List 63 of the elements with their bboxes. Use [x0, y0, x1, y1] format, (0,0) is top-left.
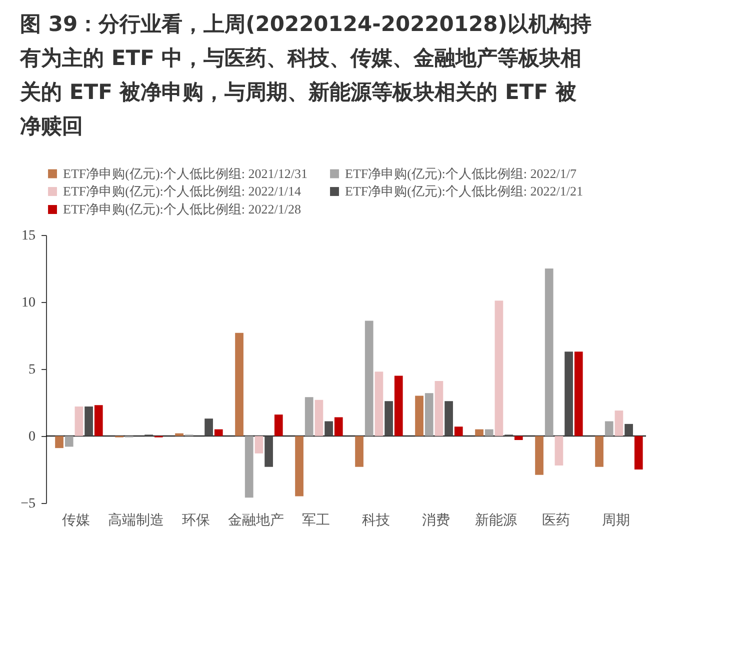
bar — [614, 410, 624, 436]
bar — [324, 421, 333, 436]
bar — [374, 372, 384, 436]
legend-label: ETF净申购(亿元):个人低比例组: 2022/1/28 — [63, 202, 301, 216]
bar — [424, 393, 434, 436]
bar — [204, 418, 213, 436]
bar — [634, 436, 643, 470]
y-tick-label: 0 — [28, 430, 36, 444]
bar — [384, 401, 393, 436]
legend-label: ETF净申购(亿元):个人低比例组: 2021/12/31 — [63, 166, 308, 181]
y-tick-label: 15 — [22, 228, 36, 244]
bar — [254, 436, 264, 454]
legend-label: ETF净申购(亿元):个人低比例组: 2022/1/21 — [345, 184, 583, 198]
bar — [494, 300, 504, 436]
bar — [434, 381, 444, 436]
bar — [304, 397, 314, 436]
bar — [175, 433, 184, 436]
bar — [264, 436, 273, 467]
x-tick-label: 高端制造 — [108, 512, 164, 528]
x-tick-label: 医药 — [542, 512, 570, 528]
bar — [624, 424, 633, 436]
y-tick-label: 10 — [22, 296, 36, 310]
bar — [574, 352, 583, 436]
bar — [394, 376, 403, 436]
bar — [604, 421, 614, 436]
bar — [244, 436, 254, 498]
bar — [514, 436, 523, 440]
bar — [484, 429, 494, 436]
x-tick-label: 军工 — [302, 512, 330, 528]
x-tick-label: 金融地产 — [228, 512, 284, 528]
x-tick-label: 消费 — [422, 512, 450, 528]
bar — [55, 436, 64, 448]
y-tick-label: −5 — [20, 496, 36, 512]
bar — [415, 396, 424, 436]
chart-title: 图 39：分行业看，上周(20220124-20220128)以机构持有为主的 ETF 中，与医药、科技、传媒、金融地产等板块相关的 ETF 被净申购，与周期、新能源等板块相关的 ETF 被净赎回 — [19, 12, 592, 138]
x-tick-label: 新能源 — [475, 512, 517, 528]
x-tick-label: 传媒 — [62, 512, 90, 528]
bar — [274, 414, 283, 436]
bar — [84, 406, 93, 436]
bar — [74, 406, 84, 436]
x-tick-label: 环保 — [182, 512, 210, 528]
bar — [235, 332, 244, 436]
bar — [214, 429, 223, 436]
y-tick-label: 5 — [28, 362, 36, 378]
legend-label: ETF净申购(亿元):个人低比例组: 2022/1/14 — [63, 184, 302, 198]
bar — [554, 436, 564, 466]
bar — [94, 405, 103, 436]
bar — [595, 436, 604, 467]
bar — [454, 426, 463, 436]
bar — [64, 436, 74, 447]
x-tick-label: 科技 — [362, 512, 390, 528]
bar — [364, 320, 374, 436]
bar — [544, 268, 554, 436]
bar — [535, 436, 544, 475]
bar — [475, 429, 484, 436]
bar — [314, 400, 324, 436]
bar — [355, 436, 364, 467]
bar — [444, 401, 453, 436]
bar — [295, 436, 304, 496]
bar — [564, 352, 573, 436]
bar — [334, 417, 343, 436]
x-tick-label: 周期 — [602, 512, 630, 528]
legend-label: ETF净申购(亿元):个人低比例组: 2022/1/7 — [345, 166, 577, 181]
